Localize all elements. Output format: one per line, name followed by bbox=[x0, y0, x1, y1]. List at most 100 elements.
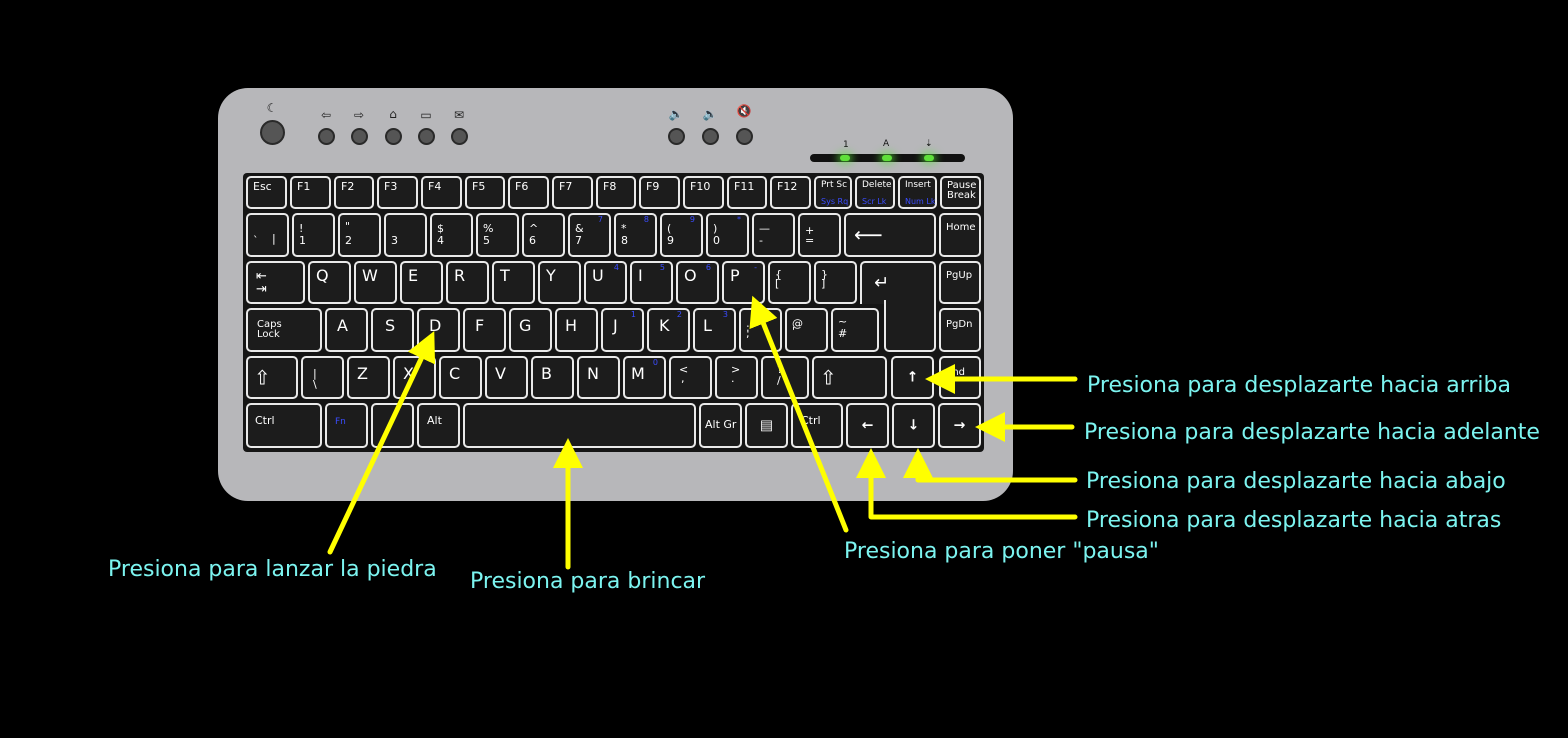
volume-down-button[interactable] bbox=[668, 128, 685, 145]
mute-button[interactable] bbox=[736, 128, 753, 145]
key-f4[interactable]: F4 bbox=[421, 176, 462, 209]
key-tab[interactable]: ⇤ ⇥ bbox=[246, 261, 305, 304]
key-0[interactable]: ) 0 * bbox=[706, 213, 749, 257]
key-comma[interactable]: <, bbox=[669, 356, 712, 399]
key-f9[interactable]: F9 bbox=[639, 176, 680, 209]
key-4[interactable]: $4 bbox=[430, 213, 473, 257]
key-h[interactable]: H bbox=[555, 308, 598, 352]
key-enter-lower[interactable] bbox=[884, 300, 936, 352]
key-y[interactable]: Y bbox=[538, 261, 581, 304]
key-down[interactable]: ↓ bbox=[892, 403, 935, 448]
key-label: $ bbox=[437, 222, 444, 235]
key-minus[interactable]: — - bbox=[752, 213, 795, 257]
key-a[interactable]: A bbox=[325, 308, 368, 352]
key-label: Z bbox=[357, 364, 368, 383]
key-insert[interactable]: Insert Num Lk bbox=[898, 176, 937, 209]
key-equals[interactable]: + = bbox=[798, 213, 841, 257]
key-period[interactable]: >. bbox=[715, 356, 758, 399]
key-s[interactable]: S bbox=[371, 308, 414, 352]
key-label: O bbox=[684, 266, 697, 285]
key-c[interactable]: C bbox=[439, 356, 482, 399]
caps-lock-led bbox=[882, 155, 892, 161]
key-v[interactable]: V bbox=[485, 356, 528, 399]
key-w[interactable]: W bbox=[354, 261, 397, 304]
key-alt-gr[interactable]: Alt Gr bbox=[699, 403, 742, 448]
key-label: ) bbox=[713, 222, 718, 235]
key-f6[interactable]: F6 bbox=[508, 176, 549, 209]
key-1[interactable]: ! 1 bbox=[292, 213, 335, 257]
key-pgup[interactable]: PgUp bbox=[939, 261, 981, 304]
key-shift-right[interactable]: ⇧ bbox=[812, 356, 887, 399]
key-pgdn[interactable]: PgDn bbox=[939, 308, 981, 352]
arrow-down-key-pointer bbox=[903, 448, 1078, 483]
home-media-button[interactable] bbox=[385, 128, 402, 145]
key-t[interactable]: T bbox=[492, 261, 535, 304]
key-f[interactable]: F bbox=[463, 308, 506, 352]
key-8[interactable]: * 8 8 bbox=[614, 213, 657, 257]
key-f5[interactable]: F5 bbox=[465, 176, 505, 209]
key-e[interactable]: E bbox=[400, 261, 443, 304]
key-z[interactable]: Z bbox=[347, 356, 390, 399]
key-print-screen[interactable]: Prt Sc Sys Rq bbox=[814, 176, 852, 209]
key-hash[interactable]: ~ # bbox=[831, 308, 879, 352]
key-left[interactable]: ← bbox=[846, 403, 889, 448]
key-alt[interactable]: Alt bbox=[417, 403, 460, 448]
mail-button[interactable] bbox=[451, 128, 468, 145]
key-r[interactable]: R bbox=[446, 261, 489, 304]
key-ctrl-left[interactable]: Ctrl bbox=[246, 403, 322, 448]
forward-button[interactable] bbox=[351, 128, 368, 145]
key-2[interactable]: " 2 bbox=[338, 213, 381, 257]
key-f8[interactable]: F8 bbox=[596, 176, 636, 209]
back-button[interactable] bbox=[318, 128, 335, 145]
folder-button[interactable] bbox=[418, 128, 435, 145]
key-f7[interactable]: F7 bbox=[552, 176, 593, 209]
key-enter[interactable]: ↵ bbox=[860, 261, 936, 304]
key-6[interactable]: ^ 6 bbox=[522, 213, 565, 257]
key-g[interactable]: G bbox=[509, 308, 552, 352]
key-b[interactable]: B bbox=[531, 356, 574, 399]
key-3[interactable]: 3 bbox=[384, 213, 427, 257]
key-delete[interactable]: Delete Scr Lk bbox=[855, 176, 895, 209]
key-home[interactable]: Home bbox=[939, 213, 981, 257]
key-backslash[interactable]: | \ bbox=[301, 356, 344, 399]
key-apostrophe[interactable]: @ ' bbox=[785, 308, 828, 352]
key-9[interactable]: (9 9 bbox=[660, 213, 703, 257]
key-label: K bbox=[659, 316, 670, 335]
key-shift-left[interactable]: ⇧ bbox=[246, 356, 298, 399]
key-grave[interactable]: ` | bbox=[246, 213, 289, 257]
numpad-sublabel: 2 bbox=[676, 310, 682, 319]
key-7[interactable]: & 7 7 bbox=[568, 213, 611, 257]
key-right-bracket[interactable]: }] bbox=[814, 261, 857, 304]
key-q[interactable]: Q bbox=[308, 261, 351, 304]
volume-up-button[interactable] bbox=[702, 128, 719, 145]
key-5[interactable]: % 5 bbox=[476, 213, 519, 257]
key-f3[interactable]: F3 bbox=[377, 176, 418, 209]
key-pause-break[interactable]: Pause Break bbox=[940, 176, 981, 209]
key-windows[interactable] bbox=[371, 403, 414, 448]
key-f12[interactable]: F12 bbox=[770, 176, 811, 209]
key-n[interactable]: N bbox=[577, 356, 620, 399]
key-f10[interactable]: F10 bbox=[683, 176, 724, 209]
key-caps-lock[interactable]: Caps Lock bbox=[246, 308, 322, 352]
key-backspace[interactable]: ⟵ bbox=[844, 213, 936, 257]
key-label-2: - bbox=[759, 234, 763, 248]
key-f1[interactable]: F1 bbox=[290, 176, 331, 209]
key-label: F12 bbox=[777, 180, 798, 193]
key-menu[interactable]: ▤ bbox=[745, 403, 788, 448]
key-label: } bbox=[821, 268, 828, 281]
numpad-sublabel: 9 bbox=[689, 215, 695, 224]
arrow-throw-key-pointer bbox=[327, 330, 436, 555]
key-f11[interactable]: F11 bbox=[727, 176, 767, 209]
key-fn[interactable]: Fn bbox=[325, 403, 368, 448]
key-esc[interactable]: Esc bbox=[246, 176, 287, 209]
sleep-button[interactable] bbox=[260, 120, 285, 145]
key-f2[interactable]: F2 bbox=[334, 176, 374, 209]
